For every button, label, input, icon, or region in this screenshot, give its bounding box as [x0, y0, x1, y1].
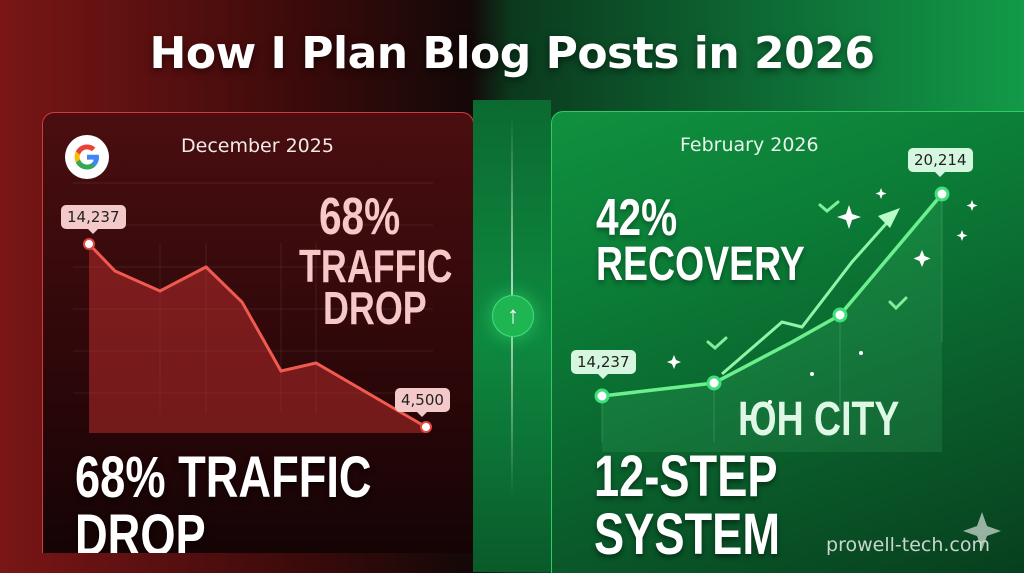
headline-line3: DROP — [323, 282, 427, 334]
month-label: December 2025 — [181, 135, 334, 157]
recovery-chart — [594, 186, 978, 452]
arrow-up-icon: ↑ — [492, 295, 534, 337]
page-title: How I Plan Blog Posts in 2026 — [149, 28, 875, 79]
google-logo-icon — [65, 135, 109, 179]
traffic-drop-chart — [73, 182, 433, 433]
subline: ЮН CITY — [738, 393, 900, 446]
start-value-tooltip: 14,237 — [571, 350, 636, 379]
start-value-tooltip: 14,237 — [61, 205, 126, 234]
watermark: prowell-tech.com — [826, 534, 990, 556]
center-divider: ↑ — [473, 100, 551, 572]
headline-line2: RECOVERY — [596, 238, 805, 291]
end-value-tooltip: 20,214 — [908, 148, 973, 177]
headline-percent: 68% — [319, 188, 401, 246]
december-panel: December 2025 14,237 4,500 68% TRAFFIC D… — [42, 112, 474, 553]
february-panel: February 2026 14,237 20,214 42% — [551, 111, 1024, 573]
headline-line2: TRAFFIC — [299, 240, 453, 292]
month-label: February 2026 — [680, 134, 819, 156]
footer-headline: 12-STEP SYSTEM — [594, 444, 781, 567]
end-value-tooltip: 4,500 — [395, 388, 450, 417]
footer-headline: 68% TRAFFIC DROP — [75, 445, 372, 554]
headline-percent: 42% — [596, 189, 678, 247]
